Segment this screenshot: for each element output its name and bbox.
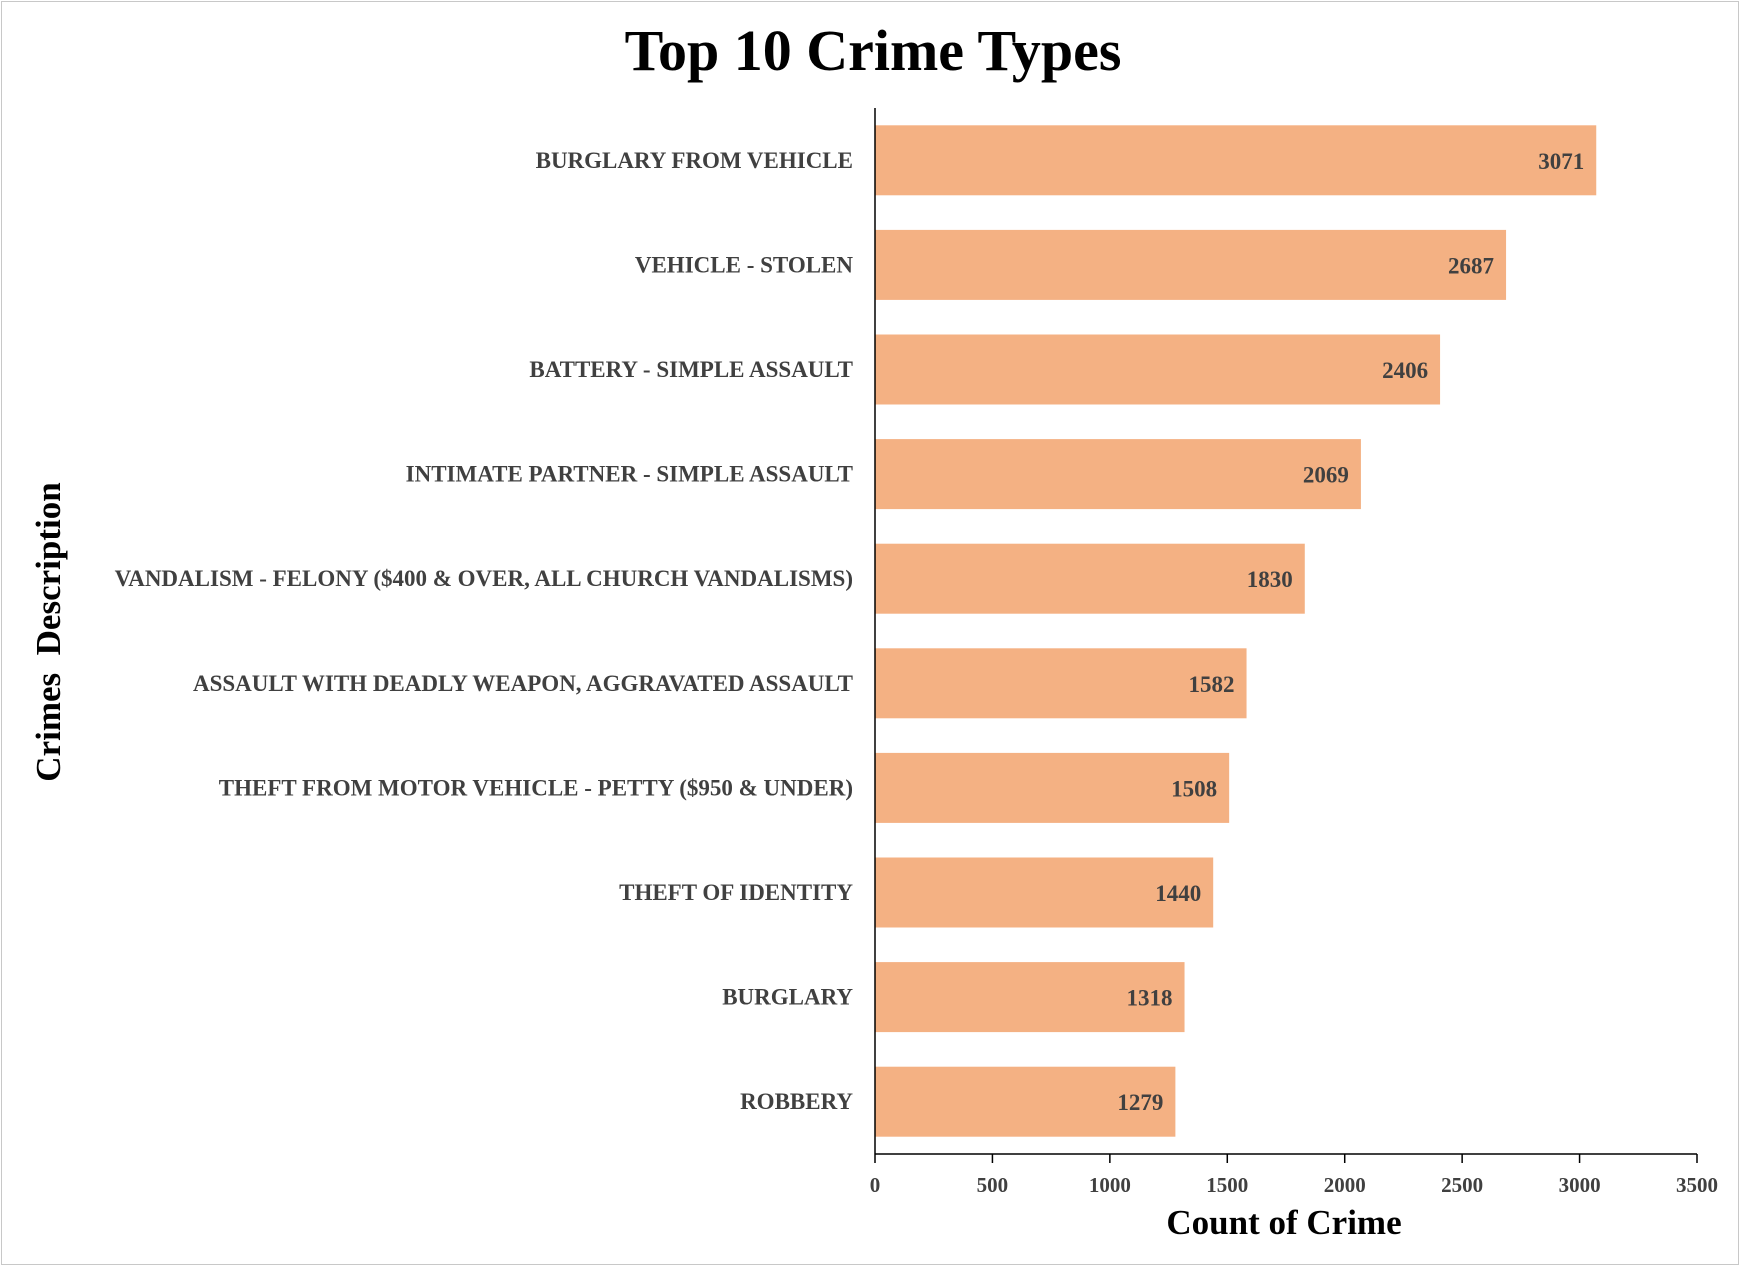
category-labels: BURGLARY FROM VEHICLE VEHICLE - STOLEN BAT… (115, 148, 854, 1114)
x-tick-label: 2000 (1324, 1173, 1366, 1197)
x-tick-label: 1500 (1206, 1173, 1248, 1197)
data-label: 1279 (1117, 1090, 1163, 1115)
category-label: BURGLARY (722, 985, 853, 1010)
y-axis-title: Crimes Description (29, 482, 68, 781)
x-tick-label: 1000 (1089, 1173, 1131, 1197)
x-tick-label: 500 (977, 1173, 1009, 1197)
category-label: VEHICLE - STOLEN (635, 252, 854, 277)
bar (875, 648, 1247, 719)
bars-group (875, 125, 1597, 1137)
category-label: BURGLARY FROM VEHICLE (536, 148, 853, 173)
data-label: 1318 (1127, 986, 1173, 1011)
data-label: 2406 (1382, 358, 1428, 383)
data-label: 1582 (1189, 672, 1235, 697)
bar (875, 962, 1185, 1033)
category-label: THEFT FROM MOTOR VEHICLE - PETTY ($950 &… (219, 775, 853, 800)
data-label: 1440 (1155, 881, 1201, 906)
x-axis-title: Count of Crime (1166, 1203, 1401, 1242)
bar (875, 543, 1305, 614)
x-tick-label: 3500 (1676, 1173, 1718, 1197)
data-label: 1508 (1171, 776, 1217, 801)
category-label: VANDALISM - FELONY ($400 & OVER, ALL CHU… (115, 566, 853, 591)
bar (875, 752, 1230, 823)
x-tick-label: 3000 (1559, 1173, 1601, 1197)
bar (875, 229, 1507, 300)
bar (875, 334, 1441, 405)
x-tick-label: 2500 (1441, 1173, 1483, 1197)
bar (875, 439, 1361, 510)
category-label: INTIMATE PARTNER - SIMPLE ASSAULT (406, 462, 853, 487)
x-tick-group: 0 500 1000 1500 2000 2500 3000 3500 (870, 1154, 1718, 1197)
category-label: ROBBERY (740, 1089, 853, 1114)
chart-title: Top 10 Crime Types (625, 18, 1122, 83)
bar (875, 857, 1214, 928)
data-label: 3071 (1538, 149, 1584, 174)
data-label: 2069 (1303, 463, 1349, 488)
category-label: THEFT OF IDENTITY (619, 880, 853, 905)
bar (875, 125, 1597, 196)
data-label: 2687 (1448, 253, 1494, 278)
data-labels: 3071 2687 2406 2069 1830 1582 1508 1440 1318 1279 (1117, 149, 1584, 1115)
bar (875, 1066, 1176, 1137)
category-label: BATTERY - SIMPLE ASSAULT (529, 357, 853, 382)
x-tick-label: 0 (870, 1173, 881, 1197)
category-label: ASSAULT WITH DEADLY WEAPON, AGGRAVATED A… (193, 671, 853, 696)
data-label: 1830 (1247, 567, 1293, 592)
